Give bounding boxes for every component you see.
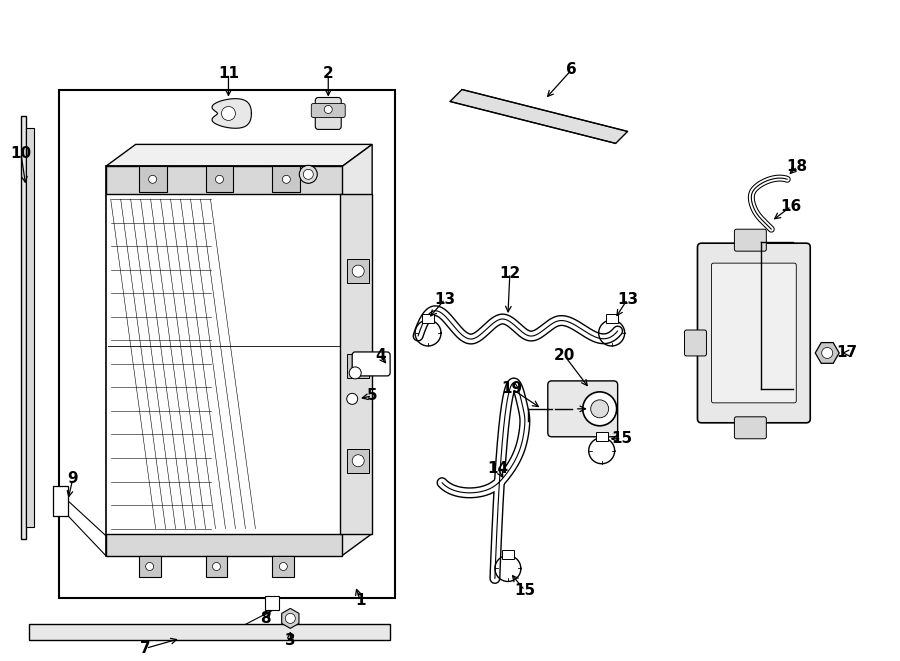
Text: 4: 4 bbox=[374, 348, 385, 364]
Bar bbox=[347, 354, 369, 378]
Text: 19: 19 bbox=[501, 381, 522, 397]
FancyBboxPatch shape bbox=[548, 381, 617, 437]
FancyBboxPatch shape bbox=[422, 314, 434, 323]
Bar bbox=[340, 194, 373, 533]
Circle shape bbox=[822, 348, 832, 358]
Circle shape bbox=[590, 400, 608, 418]
Bar bbox=[205, 167, 233, 192]
Circle shape bbox=[285, 613, 295, 623]
Circle shape bbox=[212, 563, 220, 570]
FancyBboxPatch shape bbox=[734, 229, 766, 251]
Text: 1: 1 bbox=[355, 593, 365, 608]
Circle shape bbox=[346, 393, 357, 405]
Circle shape bbox=[215, 175, 223, 183]
Text: 7: 7 bbox=[140, 641, 151, 656]
FancyBboxPatch shape bbox=[311, 104, 346, 118]
Circle shape bbox=[582, 392, 617, 426]
Text: 13: 13 bbox=[435, 292, 455, 307]
Circle shape bbox=[283, 175, 291, 183]
Circle shape bbox=[352, 265, 365, 277]
Polygon shape bbox=[212, 98, 251, 128]
Polygon shape bbox=[450, 89, 627, 143]
Circle shape bbox=[324, 106, 332, 114]
Text: 14: 14 bbox=[487, 461, 508, 476]
Bar bbox=[205, 555, 228, 578]
Circle shape bbox=[352, 455, 365, 467]
Bar bbox=[26, 128, 34, 527]
Bar bbox=[29, 625, 390, 641]
FancyBboxPatch shape bbox=[606, 314, 617, 323]
Bar bbox=[347, 259, 369, 283]
Bar bbox=[58, 89, 395, 598]
FancyBboxPatch shape bbox=[698, 243, 810, 423]
FancyBboxPatch shape bbox=[596, 432, 608, 441]
Text: 16: 16 bbox=[780, 199, 802, 214]
Bar bbox=[139, 167, 166, 192]
Bar bbox=[53, 486, 68, 516]
FancyBboxPatch shape bbox=[352, 352, 390, 376]
Circle shape bbox=[146, 563, 154, 570]
Bar bbox=[105, 533, 342, 555]
Bar bbox=[21, 116, 26, 539]
Text: 8: 8 bbox=[260, 611, 271, 626]
Text: 12: 12 bbox=[500, 266, 520, 281]
Text: 17: 17 bbox=[837, 346, 858, 360]
Text: 15: 15 bbox=[611, 431, 632, 446]
Polygon shape bbox=[105, 144, 373, 167]
Circle shape bbox=[349, 367, 361, 379]
Circle shape bbox=[303, 169, 313, 179]
Circle shape bbox=[352, 360, 365, 372]
Text: 20: 20 bbox=[554, 348, 575, 364]
Bar bbox=[347, 449, 369, 473]
Text: 18: 18 bbox=[787, 159, 808, 174]
Bar bbox=[273, 555, 294, 578]
Bar bbox=[266, 596, 279, 610]
Text: 6: 6 bbox=[566, 62, 577, 77]
Text: 11: 11 bbox=[218, 66, 239, 81]
Text: 3: 3 bbox=[285, 633, 295, 648]
Bar bbox=[105, 167, 342, 194]
Bar bbox=[105, 167, 342, 555]
Text: 2: 2 bbox=[323, 66, 334, 81]
Text: 9: 9 bbox=[68, 471, 78, 486]
Bar bbox=[273, 167, 301, 192]
FancyBboxPatch shape bbox=[734, 417, 766, 439]
FancyBboxPatch shape bbox=[502, 549, 514, 559]
FancyBboxPatch shape bbox=[685, 330, 706, 356]
FancyBboxPatch shape bbox=[315, 97, 341, 130]
Circle shape bbox=[279, 563, 287, 570]
Circle shape bbox=[221, 106, 236, 120]
Text: 15: 15 bbox=[514, 583, 536, 598]
Text: 13: 13 bbox=[617, 292, 638, 307]
Text: 10: 10 bbox=[10, 146, 32, 161]
FancyBboxPatch shape bbox=[711, 263, 796, 403]
Text: 5: 5 bbox=[367, 389, 377, 403]
Circle shape bbox=[148, 175, 157, 183]
Bar bbox=[139, 555, 160, 578]
Polygon shape bbox=[342, 144, 373, 555]
Circle shape bbox=[300, 165, 318, 183]
